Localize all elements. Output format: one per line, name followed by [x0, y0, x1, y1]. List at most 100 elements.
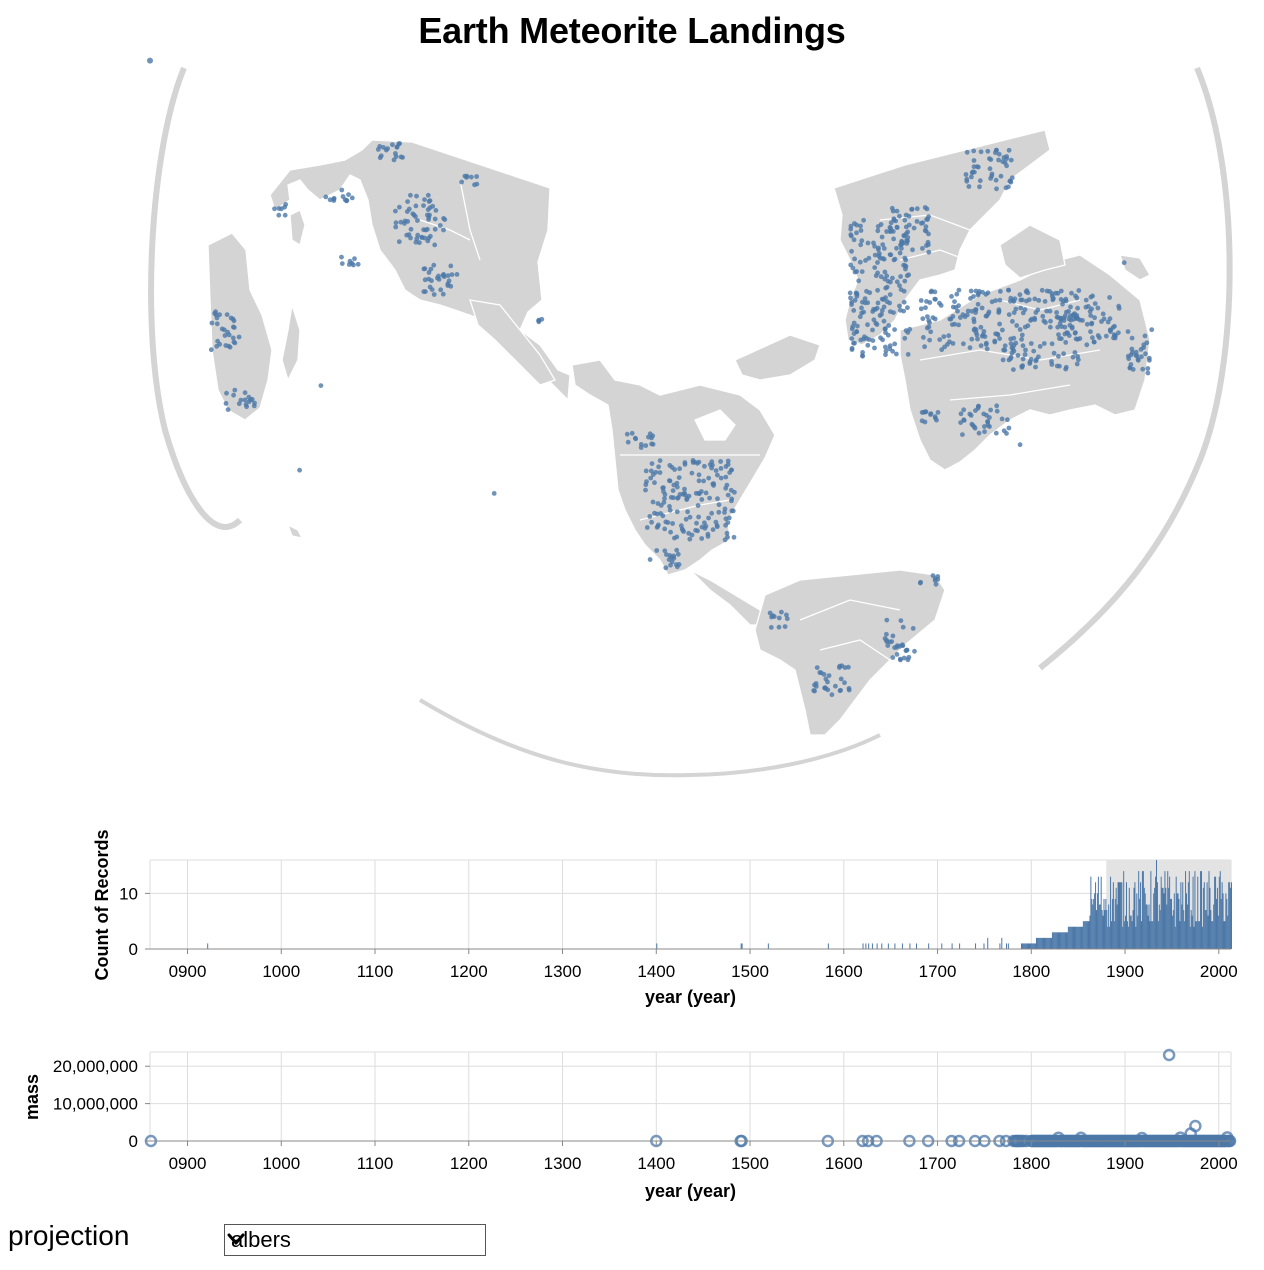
meteorite-point[interactable]: [661, 485, 666, 490]
meteorite-point[interactable]: [1133, 349, 1139, 355]
meteorite-point[interactable]: [426, 214, 432, 220]
meteorite-point[interactable]: [1047, 289, 1052, 294]
meteorite-point[interactable]: [231, 392, 237, 398]
meteorite-point[interactable]: [880, 337, 885, 343]
meteorite-point[interactable]: [903, 257, 909, 263]
meteorite-point[interactable]: [340, 194, 346, 199]
meteorite-point[interactable]: [697, 491, 702, 497]
meteorite-point[interactable]: [1020, 343, 1026, 349]
meteorite-point[interactable]: [1063, 298, 1069, 304]
meteorite-point[interactable]: [909, 207, 914, 212]
meteorite-point[interactable]: [884, 273, 890, 279]
meteorite-point[interactable]: [884, 639, 890, 644]
meteorite-point[interactable]: [779, 609, 784, 615]
meteorite-point[interactable]: [1075, 354, 1080, 359]
meteorite-point[interactable]: [938, 303, 944, 308]
meteorite-point[interactable]: [891, 236, 896, 242]
meteorite-point[interactable]: [894, 351, 899, 357]
meteorite-point[interactable]: [967, 345, 973, 351]
meteorite-point[interactable]: [1002, 347, 1008, 353]
meteorite-point[interactable]: [339, 187, 345, 193]
meteorite-point[interactable]: [1028, 356, 1034, 362]
meteorite-point[interactable]: [1128, 362, 1134, 367]
meteorite-point[interactable]: [1095, 333, 1101, 338]
meteorite-point[interactable]: [666, 557, 672, 562]
meteorite-point[interactable]: [662, 526, 668, 532]
meteorite-point[interactable]: [1037, 344, 1043, 349]
meteorite-point[interactable]: [848, 233, 854, 239]
meteorite-point[interactable]: [398, 219, 404, 225]
meteorite-point[interactable]: [1017, 327, 1023, 332]
meteorite-point[interactable]: [849, 336, 855, 341]
meteorite-point[interactable]: [1116, 330, 1121, 336]
meteorite-point[interactable]: [1028, 341, 1034, 346]
meteorite-point[interactable]: [1059, 336, 1064, 342]
meteorite-point[interactable]: [890, 275, 895, 281]
meteorite-point[interactable]: [725, 458, 731, 464]
meteorite-point[interactable]: [643, 468, 649, 474]
meteorite-point[interactable]: [1108, 327, 1114, 332]
meteorite-point[interactable]: [875, 260, 880, 265]
meteorite-point[interactable]: [214, 315, 220, 321]
meteorite-point[interactable]: [408, 192, 413, 198]
meteorite-point[interactable]: [1072, 350, 1078, 355]
meteorite-point[interactable]: [1012, 296, 1018, 302]
meteorite-point[interactable]: [858, 242, 864, 248]
meteorite-point[interactable]: [1031, 348, 1037, 354]
meteorite-point[interactable]: [860, 350, 865, 355]
meteorite-point[interactable]: [432, 216, 438, 222]
meteorite-point[interactable]: [880, 242, 886, 248]
meteorite-point[interactable]: [894, 652, 900, 657]
meteorite-point[interactable]: [728, 487, 734, 493]
meteorite-point[interactable]: [1134, 353, 1140, 359]
meteorite-point[interactable]: [946, 333, 952, 339]
meteorite-point[interactable]: [1092, 315, 1097, 321]
meteorite-point[interactable]: [937, 337, 943, 342]
meteorite-point[interactable]: [339, 254, 344, 260]
meteorite-point[interactable]: [963, 172, 969, 177]
meteorite-point[interactable]: [1116, 303, 1122, 309]
meteorite-point[interactable]: [920, 220, 926, 226]
meteorite-point[interactable]: [924, 206, 930, 212]
meteorite-point[interactable]: [961, 407, 967, 413]
meteorite-point[interactable]: [214, 321, 220, 327]
meteorite-point[interactable]: [393, 220, 399, 226]
meteorite-point[interactable]: [147, 57, 153, 64]
meteorite-point[interactable]: [405, 219, 411, 224]
meteorite-point[interactable]: [422, 197, 427, 203]
meteorite-point[interactable]: [998, 289, 1003, 294]
meteorite-point[interactable]: [863, 258, 868, 263]
meteorite-point[interactable]: [393, 154, 399, 160]
meteorite-point[interactable]: [866, 255, 872, 261]
meteorite-point[interactable]: [1142, 333, 1148, 339]
meteorite-point[interactable]: [323, 194, 329, 200]
meteorite-point[interactable]: [685, 509, 690, 515]
meteorite-point[interactable]: [976, 403, 981, 409]
meteorite-point[interactable]: [438, 287, 444, 293]
meteorite-point[interactable]: [1027, 361, 1033, 366]
meteorite-point[interactable]: [926, 214, 931, 220]
meteorite-point[interactable]: [431, 262, 437, 268]
meteorite-point[interactable]: [955, 308, 960, 314]
meteorite-point[interactable]: [209, 320, 215, 326]
meteorite-point[interactable]: [967, 411, 973, 417]
meteorite-point[interactable]: [971, 164, 977, 170]
meteorite-point[interactable]: [1008, 356, 1013, 362]
meteorite-point[interactable]: [956, 322, 961, 328]
meteorite-point[interactable]: [885, 332, 891, 338]
meteorite-point[interactable]: [776, 624, 782, 630]
meteorite-point[interactable]: [905, 352, 911, 357]
meteorite-point[interactable]: [890, 655, 896, 660]
meteorite-point[interactable]: [891, 257, 897, 263]
meteorite-point[interactable]: [442, 217, 448, 223]
meteorite-point[interactable]: [898, 274, 903, 279]
meteorite-point[interactable]: [668, 495, 674, 500]
meteorite-point[interactable]: [956, 287, 962, 293]
meteorite-point[interactable]: [897, 250, 903, 256]
meteorite-point[interactable]: [897, 303, 902, 309]
meteorite-point[interactable]: [232, 387, 238, 393]
meteorite-point[interactable]: [932, 289, 938, 295]
meteorite-point[interactable]: [862, 296, 868, 301]
meteorite-point[interactable]: [696, 478, 702, 484]
meteorite-point[interactable]: [397, 141, 402, 146]
